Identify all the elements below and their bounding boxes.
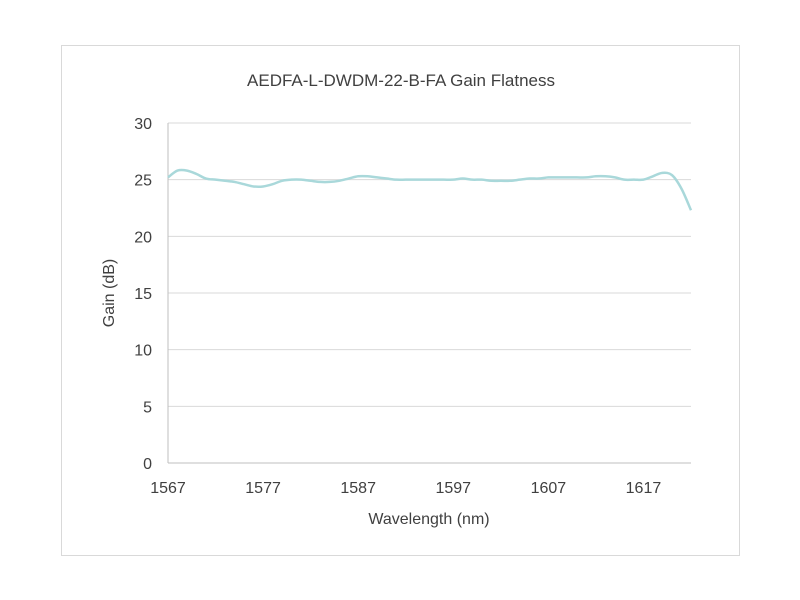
tick-labels: 0 5 10 15 20 25 30 1567 1577 1587 1597 1607 1617: [134, 116, 661, 497]
x-tick-label-1597: 1597: [435, 480, 471, 497]
chart-svg: AEDFA-L-DWDM-22-B-FA Gain Flatness 0 5 10 1…: [101, 71, 693, 528]
gridlines: [168, 122, 691, 407]
x-tick-label-1607: 1607: [531, 480, 567, 497]
x-tick-label-1587: 1587: [340, 480, 376, 497]
x-axis-title: Wavelength (nm): [368, 511, 489, 528]
x-tick-label-1617: 1617: [626, 480, 662, 497]
y-tick-label-5: 5: [143, 399, 152, 416]
x-tick-label-1577: 1577: [245, 480, 281, 497]
y-tick-label-15: 15: [134, 286, 152, 303]
axes: [167, 123, 691, 464]
series-line-0: [167, 168, 693, 211]
y-tick-label-30: 30: [134, 116, 152, 133]
y-tick-label-0: 0: [143, 456, 152, 473]
chart-title: AEDFA-L-DWDM-22-B-FA Gain Flatness: [247, 71, 555, 90]
series-layer: [167, 168, 693, 211]
y-tick-label-25: 25: [134, 173, 152, 190]
x-tick-label-1567: 1567: [150, 480, 186, 497]
y-axis-title: Gain (dB): [101, 259, 118, 327]
chart-frame: AEDFA-L-DWDM-22-B-FA Gain Flatness 0 5 10 1…: [61, 45, 740, 556]
y-tick-label-20: 20: [134, 229, 152, 246]
y-tick-label-10: 10: [134, 343, 152, 360]
